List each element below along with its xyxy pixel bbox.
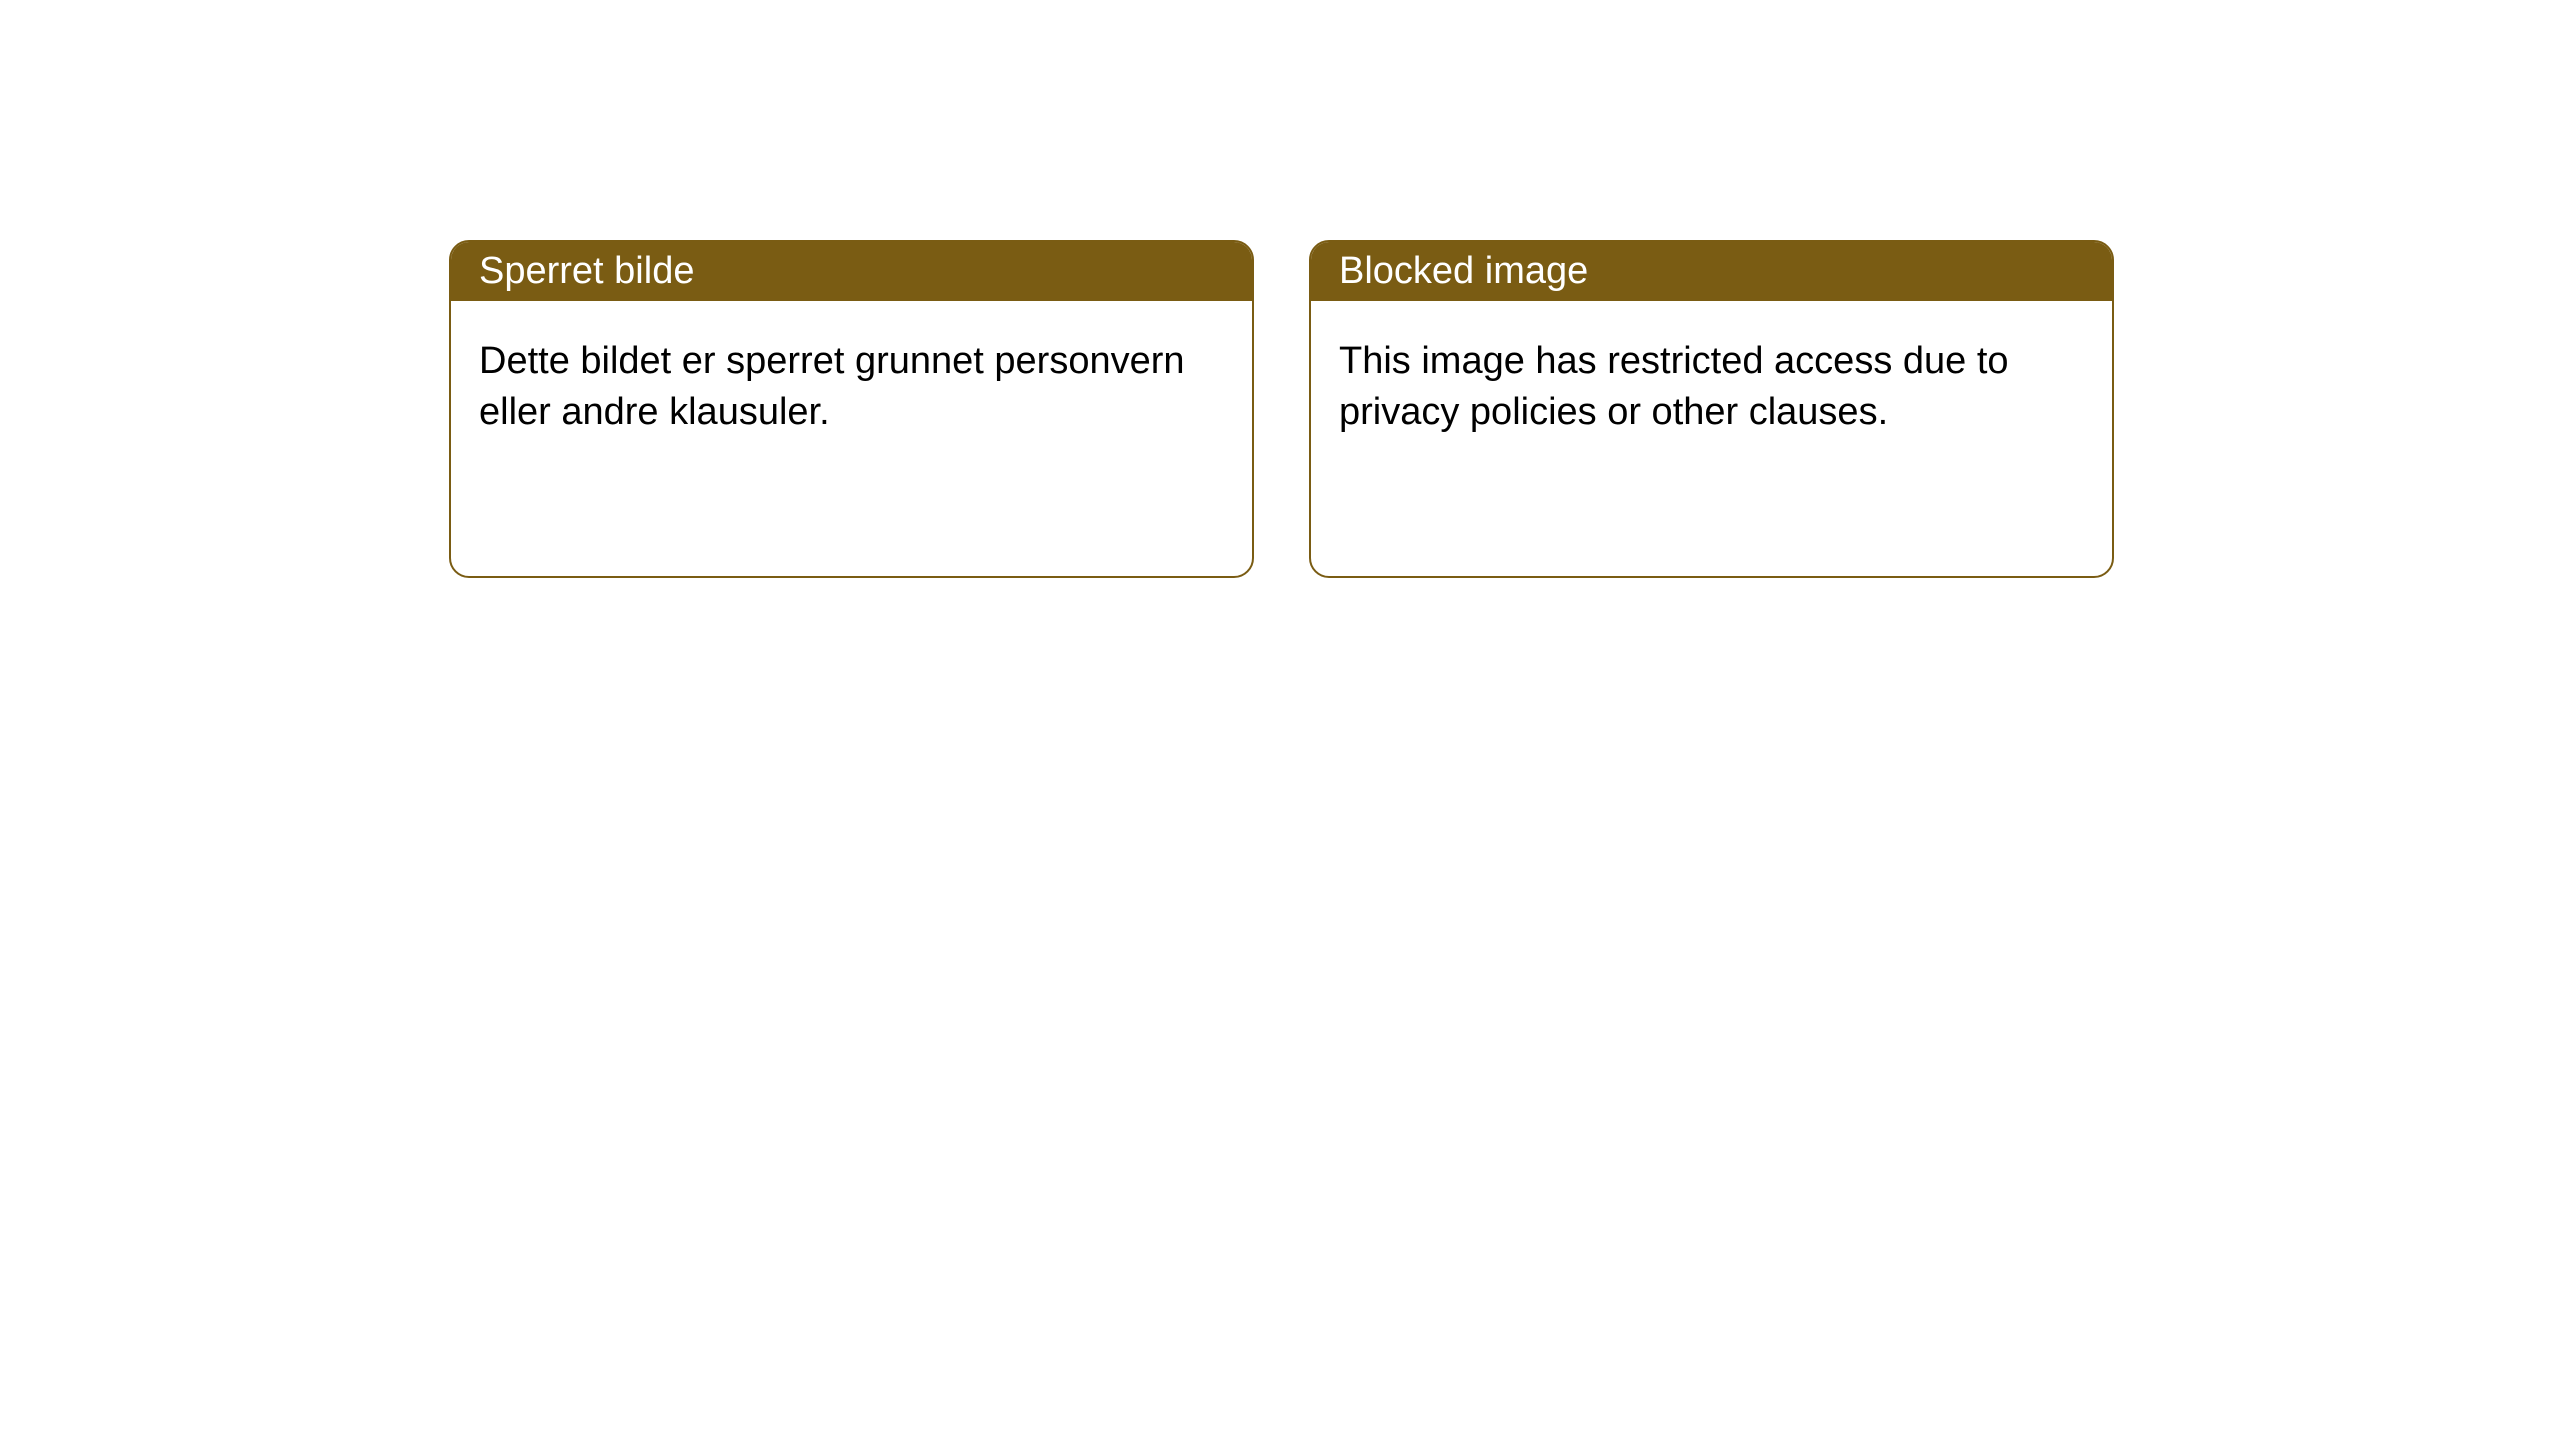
notice-card-norwegian: Sperret bilde Dette bildet er sperret gr… [449,240,1254,578]
notice-body-english: This image has restricted access due to … [1311,301,2112,474]
notice-body-norwegian: Dette bildet er sperret grunnet personve… [451,301,1252,474]
notice-container: Sperret bilde Dette bildet er sperret gr… [0,0,2560,578]
notice-header-norwegian: Sperret bilde [451,242,1252,301]
notice-header-english: Blocked image [1311,242,2112,301]
notice-card-english: Blocked image This image has restricted … [1309,240,2114,578]
